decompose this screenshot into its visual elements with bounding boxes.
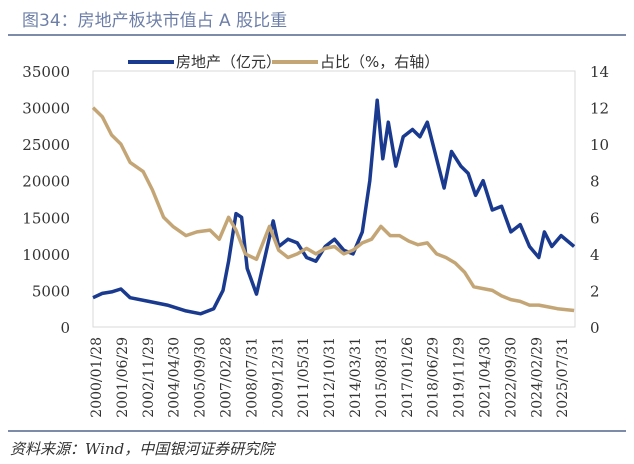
x-axis-tick-label: 2022/09/30	[503, 337, 519, 418]
left-axis-tick-label: 20000	[22, 173, 70, 191]
right-axis-tick-label: 4	[590, 246, 600, 264]
left-axis-tick-label: 30000	[22, 100, 70, 118]
x-axis-tick-label: 2018/06/29	[426, 337, 442, 418]
x-axis-tick-label: 2000/01/28	[89, 337, 105, 418]
plot-frame	[92, 70, 576, 328]
left-axis-tick-label: 15000	[22, 209, 70, 227]
right-axis-tick-label: 0	[590, 319, 600, 337]
x-axis-tick-label: 2001/06/29	[115, 337, 131, 418]
left-axis-tick-label: 0	[60, 319, 70, 337]
x-axis-tick-label: 2012/10/31	[322, 337, 338, 418]
series-line-share	[91, 106, 575, 313]
source-note: 资料来源：Wind，中国银河证券研究院	[10, 440, 275, 458]
right-axis-tick-label: 10	[590, 136, 609, 154]
series-line-real-estate	[92, 98, 576, 316]
x-axis-tick-label: 2008/07/31	[244, 337, 260, 418]
right-axis-tick-label: 12	[590, 100, 609, 118]
right-axis-tick-label: 6	[590, 209, 600, 227]
x-axis-tick-label: 2014/03/31	[348, 337, 364, 418]
right-axis-tick-label: 8	[590, 173, 600, 191]
x-axis-tick-label: 2011/05/31	[296, 337, 312, 418]
x-axis-tick-label: 2021/04/30	[478, 337, 494, 418]
x-axis-tick-label: 2009/12/31	[270, 337, 286, 418]
x-axis-tick-label: 2024/02/29	[529, 337, 545, 418]
x-axis-tick-label: 2007/02/28	[219, 337, 235, 418]
left-axis-tick-label: 35000	[22, 63, 70, 81]
x-axis-tick-label: 2004/04/30	[167, 337, 183, 418]
x-axis-tick-label: 2002/11/29	[141, 337, 157, 418]
figure-title: 图34：房地产板块市值占 A 股比重	[22, 11, 288, 31]
right-axis-tick-label: 2	[590, 282, 600, 300]
bottom-divider	[8, 430, 626, 432]
x-axis-tick-label: 2017/01/26	[400, 337, 416, 418]
x-axis-tick-label: 2015/08/31	[374, 337, 390, 418]
left-axis-tick-label: 25000	[22, 136, 70, 154]
legend-label-1: 占比（%，右轴）	[320, 53, 439, 71]
legend-label-0: 房地产（亿元）	[176, 53, 281, 71]
left-axis-tick-label: 5000	[32, 282, 70, 300]
right-axis-tick-label: 14	[590, 63, 609, 81]
x-axis-tick-label: 2025/07/31	[555, 337, 571, 418]
x-axis-tick-label: 2019/11/29	[452, 337, 468, 418]
x-axis-tick-label: 2005/09/30	[193, 337, 209, 418]
top-divider	[8, 34, 626, 36]
left-axis-tick-label: 10000	[22, 246, 70, 264]
